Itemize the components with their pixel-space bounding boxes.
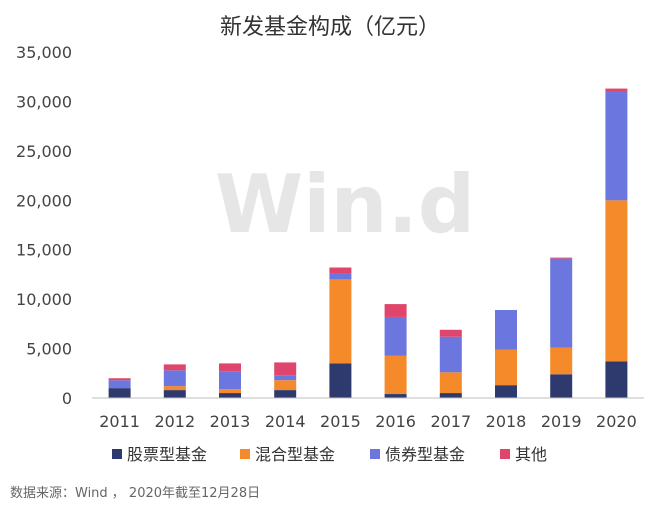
legend-label: 股票型基金	[127, 445, 207, 464]
bar-segment-2015-3	[329, 273, 352, 280]
x-tick-label: 2016	[375, 412, 416, 431]
bar-segment-2019-1	[550, 374, 573, 398]
bar-segment-2015-4	[329, 267, 352, 274]
chart-title: 新发基金构成（亿元）	[220, 15, 440, 40]
bar-segment-2018-1	[495, 385, 517, 398]
bar-segment-2012-3	[163, 370, 186, 387]
x-tick-label: 2020	[596, 412, 637, 431]
y-tick-label: 10,000	[16, 290, 72, 309]
bar-segment-2020-1	[605, 361, 628, 398]
bar-segment-2017-1	[439, 393, 462, 398]
bar-segment-2017-4	[439, 329, 462, 337]
legend-item: 债券型基金	[370, 445, 465, 464]
source-note: 数据来源：Wind ， 2020年截至12月28日	[10, 486, 260, 501]
bar-segment-2019-3	[550, 258, 573, 348]
x-tick-label: 2014	[265, 412, 306, 431]
legend-swatch	[112, 449, 122, 459]
bar-segment-2020-2	[605, 200, 628, 362]
bar-segment-2011-3	[108, 380, 131, 389]
y-tick-label: 5,000	[26, 340, 72, 359]
bar-segment-2019-2	[550, 347, 573, 375]
bar-segment-2019-4	[550, 257, 573, 259]
bar-segment-2014-3	[274, 375, 297, 381]
bar-segment-2020-3	[605, 91, 628, 201]
x-tick-label: 2011	[99, 412, 140, 431]
bar-segment-2014-2	[274, 380, 297, 391]
bar-segment-2011-4	[108, 378, 131, 381]
y-tick-label: 15,000	[16, 241, 72, 260]
bar-segment-2012-1	[163, 390, 186, 398]
bar-segment-2020-4	[605, 88, 628, 92]
legend-swatch	[240, 449, 250, 459]
bar-segment-2017-2	[439, 372, 462, 394]
y-axis: 0 5,000 10,000 15,000 20,000 25,000 30,000 35,0…	[16, 43, 72, 408]
x-tick-label: 2018	[486, 412, 527, 431]
bar-segment-2013-4	[219, 363, 241, 372]
bar-segment-2013-3	[219, 371, 241, 390]
bar-segment-2016-3	[384, 316, 407, 356]
legend-label: 其他	[515, 445, 547, 464]
bar-segment-2018-3	[495, 310, 517, 350]
legend-swatch	[500, 449, 510, 459]
bar-segment-2018-2	[495, 349, 517, 386]
bars	[108, 88, 628, 398]
bar-segment-2012-2	[163, 386, 186, 391]
x-axis: 2011 2012 2013 2014 2015 2016 2017 2018 2019 2020	[99, 412, 637, 431]
legend-swatch	[370, 449, 380, 459]
bar-segment-2013-2	[219, 389, 241, 394]
x-tick-label: 2015	[320, 412, 361, 431]
x-tick-label: 2013	[210, 412, 251, 431]
legend-label: 混合型基金	[255, 445, 335, 464]
legend-item: 混合型基金	[240, 445, 335, 464]
y-tick-label: 25,000	[16, 142, 72, 161]
bar-segment-2013-1	[219, 393, 241, 398]
x-tick-label: 2012	[154, 412, 195, 431]
bar-segment-2017-3	[439, 336, 462, 373]
bar-segment-2016-2	[384, 355, 407, 395]
x-tick-label: 2019	[541, 412, 582, 431]
bar-segment-2011-1	[108, 388, 131, 398]
watermark: Win.d	[215, 158, 475, 251]
bar-segment-2015-2	[329, 279, 352, 364]
bar-segment-2012-4	[163, 364, 186, 371]
legend-item: 股票型基金	[112, 445, 207, 464]
legend: 股票型基金 混合型基金 债券型基金 其他	[112, 445, 547, 464]
bar-segment-2015-1	[329, 363, 352, 398]
bar-segment-2016-4	[384, 304, 407, 317]
bar-segment-2014-1	[274, 390, 297, 398]
bar-segment-2016-1	[384, 394, 407, 398]
y-tick-label: 0	[62, 389, 72, 408]
y-tick-label: 20,000	[16, 191, 72, 210]
y-tick-label: 35,000	[16, 43, 72, 62]
legend-label: 债券型基金	[385, 445, 465, 464]
bar-segment-2014-4	[274, 362, 297, 376]
y-tick-label: 30,000	[16, 92, 72, 111]
legend-item: 其他	[500, 445, 547, 464]
x-tick-label: 2017	[430, 412, 471, 431]
